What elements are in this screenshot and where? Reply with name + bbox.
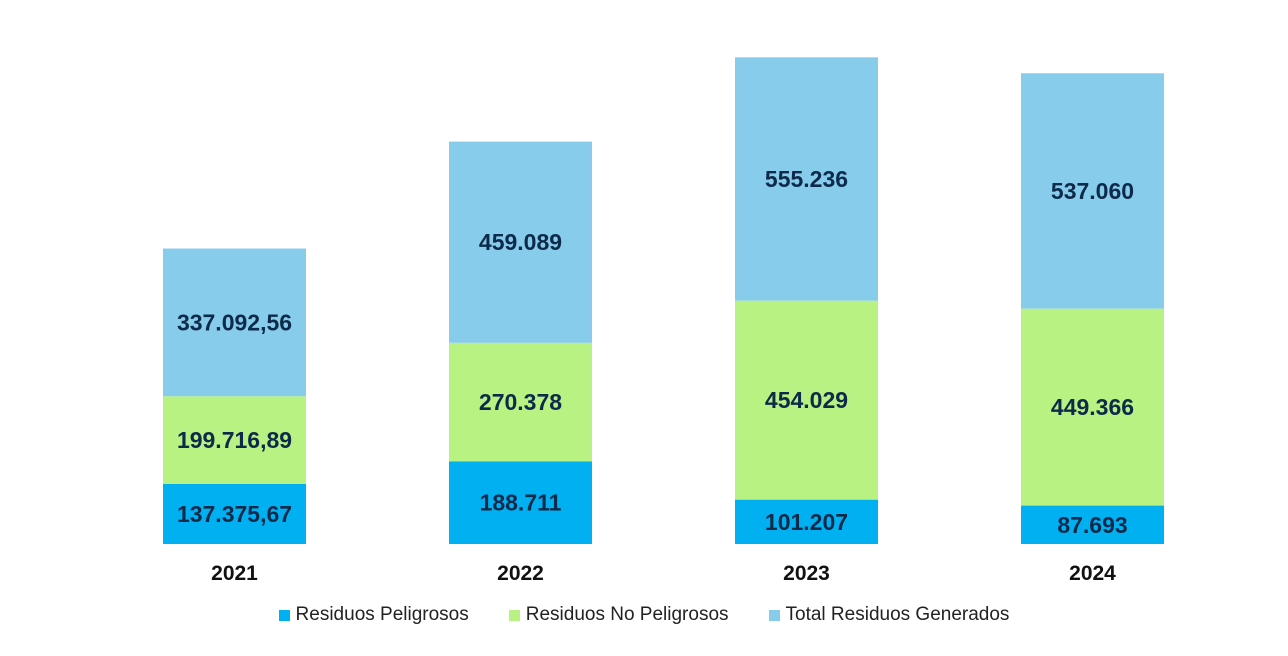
bar-segment: [1021, 308, 1164, 506]
bar-segment: [163, 483, 306, 544]
bar-segment: [449, 342, 592, 462]
x-tick-label: 2024: [1069, 562, 1116, 585]
data-label: 555.236: [765, 166, 848, 192]
bar-segment: [735, 300, 878, 500]
data-label: 188.711: [480, 490, 562, 516]
legend-item-total-residuos-generados: Total Residuos Generados: [768, 604, 1010, 626]
data-label: 137.375,67: [177, 501, 292, 527]
legend-swatch: [278, 609, 290, 621]
legend-item-residuos-peligrosos: Residuos Peligrosos: [278, 604, 469, 626]
x-tick-label: 2022: [497, 562, 544, 585]
legend-label: Total Residuos Generados: [785, 604, 1010, 625]
chart-legend: Residuos Peligrosos Residuos No Peligros…: [0, 600, 1288, 630]
data-label: 449.366: [1051, 394, 1134, 420]
data-label: 537.060: [1051, 178, 1134, 204]
x-tick-label: 2021: [211, 562, 258, 585]
bar-segment: [449, 461, 592, 544]
legend-swatch: [508, 609, 520, 621]
x-tick-label: 2023: [783, 562, 830, 585]
data-label: 87.693: [1057, 512, 1127, 538]
data-label: 459.089: [479, 229, 562, 255]
legend-label: Residuos Peligrosos: [295, 604, 469, 625]
bar-segment: [1021, 505, 1164, 544]
data-label: 199.716,89: [177, 427, 292, 453]
data-label: 454.029: [765, 387, 848, 413]
bar-segment: [163, 396, 306, 484]
legend-swatch: [768, 609, 780, 621]
bar-segment: [1021, 73, 1164, 309]
legend-item-residuos-no-peligrosos: Residuos No Peligrosos: [508, 604, 729, 626]
bar-segment: [163, 248, 306, 397]
bar-segment: [735, 57, 878, 301]
bar-segment: [449, 141, 592, 343]
legend-label: Residuos No Peligrosos: [525, 604, 729, 625]
bar-segment: [735, 499, 878, 544]
data-label: 337.092,56: [177, 309, 292, 335]
data-label: 270.378: [479, 389, 562, 415]
data-label: 101.207: [765, 509, 848, 535]
